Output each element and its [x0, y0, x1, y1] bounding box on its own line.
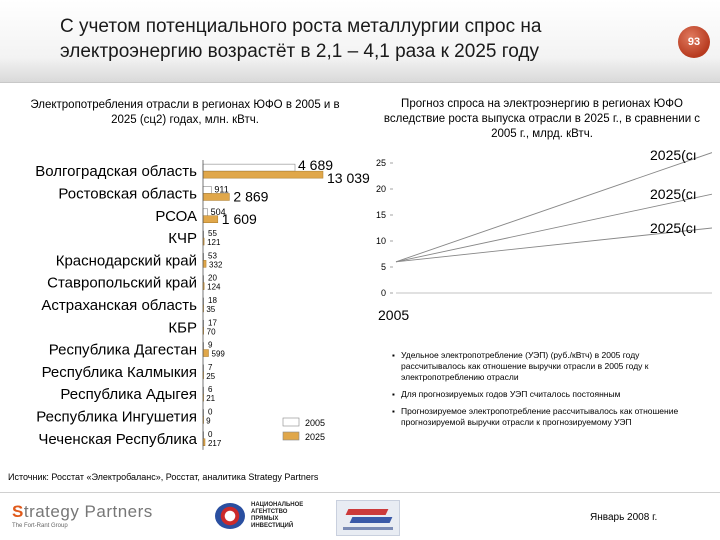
data-label-2025: 1 609: [222, 211, 257, 227]
data-label-2005: 20: [208, 274, 217, 283]
category-label: Ростовская область: [58, 185, 197, 202]
header-bar: С учетом потенциального роста металлурги…: [0, 0, 720, 83]
data-label-2005: 55: [208, 229, 217, 238]
notes-list: Удельное электропотребление (УЭП) (руб./…: [392, 350, 702, 434]
series-line: [395, 227, 712, 263]
data-label-2005: 53: [208, 251, 217, 260]
line-chart: 0 5 10 15 20 25 2005 2025(сı 2025(сı 2025(сı: [376, 148, 712, 323]
page-number-badge: 93: [678, 26, 710, 58]
logo-letter: S: [12, 502, 24, 521]
category-label: Волгоградская область: [35, 163, 197, 180]
footer-divider: [0, 492, 720, 493]
bar-2025: [202, 193, 230, 201]
legend-swatch: [282, 417, 300, 427]
data-label-2025: 332: [209, 260, 223, 269]
category-label: Республика Калмыкия: [42, 364, 197, 381]
agency-logo: НАЦИОНАЛЬНОЕ АГЕНТСТВО ПРЯМЫХ ИНВЕСТИЦИЙ: [215, 500, 325, 532]
data-label-2025: 217: [208, 439, 222, 448]
category-label: Республика Адыгея: [60, 386, 197, 403]
y-tick-label: 15: [376, 210, 386, 220]
bar-2005: [202, 208, 208, 217]
x-tick-label: 2005: [378, 307, 409, 323]
y-tick-label: 0: [381, 288, 386, 298]
partner-logo: [336, 500, 400, 536]
category-label: КЧР: [168, 230, 197, 247]
category-label: Республика Ингушетия: [36, 408, 197, 425]
data-label-2025: 35: [206, 305, 215, 314]
bar-2005: [202, 186, 212, 194]
data-label-2005: 0: [208, 430, 213, 439]
note-item: Удельное электропотребление (УЭП) (руб./…: [392, 350, 702, 383]
category-label: Республика Дагестан: [49, 342, 197, 359]
y-tick-label: 5: [381, 262, 386, 272]
bar-2025: [202, 215, 219, 223]
source-note: Источник: Росстат «Электробаланс», Росст…: [8, 472, 319, 482]
data-label-2005: 18: [208, 296, 217, 305]
data-label-2025: 124: [207, 283, 221, 292]
data-label-2025: 599: [212, 350, 226, 359]
data-label-2025: 9: [206, 416, 211, 425]
bar-2005: [202, 163, 296, 172]
strategy-partners-logo: Strategy Partners The Fort-Rant Group: [12, 502, 153, 529]
category-label: Ставропольский край: [47, 275, 197, 292]
series-line: [395, 193, 712, 263]
category-label: Чеченская Республика: [38, 431, 197, 448]
bar-2025: [202, 349, 209, 357]
series-line: [395, 152, 712, 263]
agency-name: НАЦИОНАЛЬНОЕ АГЕНТСТВО ПРЯМЫХ ИНВЕСТИЦИЙ: [251, 502, 304, 529]
note-item: Для прогнозируемых годов УЭП считалось п…: [392, 389, 702, 400]
series-end-label: 2025(сı: [650, 186, 697, 202]
note-item: Прогнозируемое электропотребление рассчи…: [392, 406, 702, 428]
legend-label: 2005: [305, 418, 325, 428]
data-label-2025: 70: [207, 327, 216, 336]
series-end-label: 2025(сı: [650, 148, 697, 163]
logo-name: trategy Partners: [23, 502, 153, 521]
category-label: КБР: [168, 319, 197, 336]
y-tick-label: 20: [376, 184, 386, 194]
data-label-2005: 7: [208, 363, 213, 372]
legend-label: 2025: [305, 432, 325, 442]
legend-swatch: [282, 431, 300, 441]
data-label-2025: 21: [206, 394, 215, 403]
right-chart-title: Прогноз спроса на электроэнергию в регио…: [383, 98, 701, 140]
y-tick-label: 25: [376, 158, 386, 168]
data-label-2025: 13 039: [327, 170, 370, 186]
data-label-2005: 9: [208, 341, 213, 350]
y-tick-label: 10: [376, 236, 386, 246]
data-label-2005: 504: [211, 207, 226, 217]
page-title: С учетом потенциального роста металлурги…: [60, 16, 542, 62]
logo-subtitle: The Fort-Rant Group: [12, 523, 68, 529]
data-label-2025: 2 869: [233, 188, 268, 204]
series-end-label: 2025(сı: [650, 220, 697, 236]
data-label-2005: 17: [208, 318, 217, 327]
category-label: Астраханская область: [41, 297, 197, 314]
data-label-2005: 6: [208, 385, 213, 394]
date-label: Январь 2008 г.: [590, 512, 658, 523]
agency-emblem-icon: [215, 503, 245, 529]
data-label-2005: 911: [214, 184, 228, 194]
category-label: РСОА: [155, 208, 197, 225]
bar-2025: [202, 260, 207, 268]
data-label-2005: 4 689: [298, 157, 333, 173]
data-label-2025: 25: [206, 372, 215, 381]
left-chart-title: Электропотребления отрасли в регионах ЮФ…: [30, 99, 340, 126]
category-label: Краснодарский край: [56, 252, 197, 269]
data-label-2005: 0: [208, 407, 213, 416]
data-label-2025: 121: [207, 238, 221, 247]
